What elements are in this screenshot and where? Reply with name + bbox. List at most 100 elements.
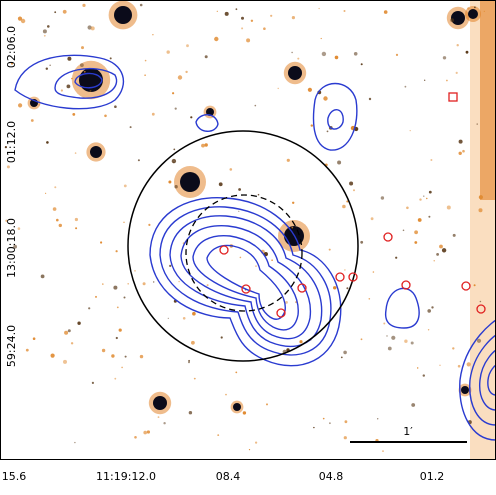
faint-source bbox=[193, 377, 196, 380]
star-core bbox=[153, 396, 167, 410]
faint-source bbox=[386, 335, 388, 337]
faint-source bbox=[47, 25, 50, 28]
faint-source bbox=[63, 359, 67, 364]
faint-source bbox=[143, 430, 147, 435]
faint-source bbox=[442, 56, 447, 60]
faint-source bbox=[333, 286, 337, 290]
faint-source bbox=[368, 97, 372, 101]
faint-source bbox=[142, 282, 146, 286]
marker-2 bbox=[241, 284, 251, 294]
faint-source bbox=[360, 63, 363, 66]
faint-source bbox=[104, 114, 107, 118]
faint-source bbox=[139, 354, 144, 359]
faint-source bbox=[478, 195, 483, 200]
faint-source bbox=[473, 284, 476, 287]
faint-source bbox=[458, 139, 463, 144]
faint-source bbox=[310, 124, 313, 127]
faint-source bbox=[225, 393, 227, 396]
faint-source bbox=[42, 29, 47, 34]
contour-tr-1 bbox=[312, 83, 358, 151]
faint-source bbox=[239, 256, 242, 259]
faint-source bbox=[321, 51, 327, 57]
faint-source bbox=[163, 422, 166, 425]
contour-main-3 bbox=[169, 215, 323, 347]
faint-source bbox=[452, 347, 455, 350]
faint-source bbox=[353, 52, 358, 56]
faint-source bbox=[20, 18, 26, 24]
ra-tick-2: 08.4 bbox=[216, 470, 241, 483]
faint-source bbox=[479, 300, 482, 303]
faint-source bbox=[457, 364, 461, 368]
faint-source bbox=[417, 367, 419, 369]
faint-source bbox=[476, 123, 478, 125]
faint-source bbox=[466, 362, 471, 367]
faint-source bbox=[277, 87, 279, 90]
star-core bbox=[233, 403, 241, 411]
faint-source bbox=[201, 143, 205, 148]
faint-source bbox=[229, 168, 233, 171]
star-core bbox=[451, 11, 465, 25]
faint-source bbox=[428, 190, 432, 194]
faint-source bbox=[220, 336, 223, 339]
marker-1 bbox=[219, 245, 229, 255]
faint-source bbox=[166, 50, 170, 54]
star-core bbox=[90, 146, 102, 158]
faint-source bbox=[383, 10, 388, 14]
faint-source bbox=[214, 36, 219, 42]
faint-source bbox=[450, 18, 455, 23]
faint-source bbox=[38, 104, 40, 106]
faint-source bbox=[67, 329, 71, 333]
faint-source bbox=[191, 340, 195, 345]
faint-source bbox=[30, 119, 34, 122]
faint-source bbox=[168, 180, 172, 184]
faint-source bbox=[129, 126, 132, 129]
faint-source bbox=[58, 223, 62, 228]
faint-source bbox=[346, 200, 349, 203]
faint-source bbox=[134, 270, 136, 272]
faint-source bbox=[137, 159, 140, 162]
faint-source bbox=[414, 241, 418, 244]
marker-7 bbox=[383, 232, 393, 242]
faint-source bbox=[171, 158, 177, 164]
faint-source bbox=[100, 241, 103, 244]
faint-source bbox=[114, 105, 117, 108]
faint-source bbox=[318, 7, 320, 10]
faint-source bbox=[17, 227, 21, 230]
dashed-aperture-circle bbox=[185, 194, 303, 312]
faint-source bbox=[204, 143, 208, 147]
faint-source bbox=[465, 50, 469, 54]
faint-source bbox=[439, 244, 443, 249]
faint-source bbox=[13, 244, 17, 249]
large-aperture-circle bbox=[127, 130, 359, 362]
faint-source bbox=[52, 207, 57, 211]
faint-source bbox=[360, 338, 363, 341]
faint-source bbox=[409, 130, 411, 132]
faint-source bbox=[62, 9, 67, 14]
faint-source bbox=[174, 185, 178, 189]
faint-source bbox=[5, 219, 8, 222]
faint-source bbox=[313, 426, 315, 429]
scale-bar-label: 1′ bbox=[403, 425, 413, 438]
faint-source bbox=[4, 146, 7, 149]
faint-source bbox=[427, 309, 432, 313]
faint-source bbox=[414, 230, 418, 235]
faint-source bbox=[340, 356, 343, 359]
faint-source bbox=[123, 221, 125, 223]
faint-source bbox=[54, 186, 57, 189]
faint-source bbox=[115, 250, 118, 253]
faint-source bbox=[474, 6, 476, 9]
faint-source bbox=[395, 256, 398, 259]
faint-source bbox=[380, 196, 385, 200]
faint-source bbox=[368, 298, 371, 300]
faint-source bbox=[190, 116, 193, 119]
faint-source bbox=[241, 16, 244, 20]
faint-source bbox=[77, 321, 81, 325]
faint-source bbox=[25, 348, 29, 352]
faint-source bbox=[49, 64, 51, 66]
faint-source bbox=[10, 62, 14, 65]
faint-source bbox=[328, 248, 331, 251]
faint-source bbox=[66, 84, 71, 89]
faint-source bbox=[188, 359, 191, 362]
